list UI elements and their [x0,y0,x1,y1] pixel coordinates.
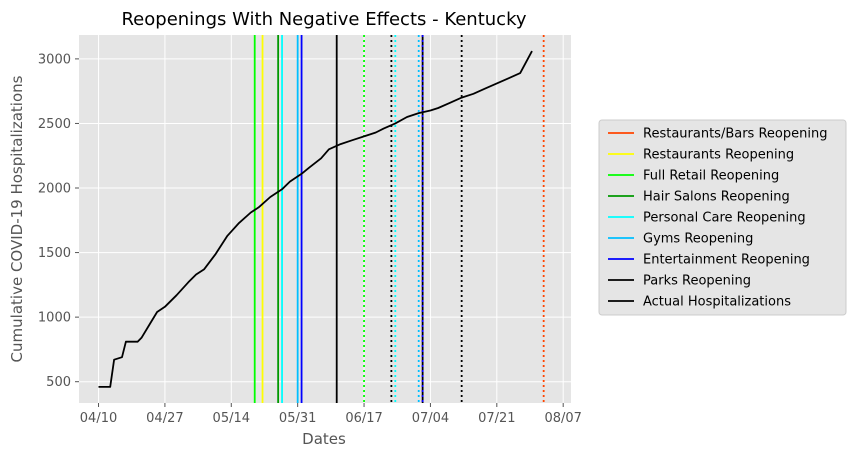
x-tick-label: 07/21 [478,411,515,426]
legend-label: Full Retail Reopening [643,169,779,184]
legend-label: Restaurants/Bars Reopening [643,127,827,142]
legend-label: Personal Care Reopening [643,211,806,226]
reopening-lines [253,35,545,403]
x-axis-label: Dates [302,430,346,448]
plot-area [79,35,571,403]
legend-box [598,119,847,316]
y-axis: 500 1000 1500 2000 2500 3000 [38,52,79,390]
legend: Restaurants/Bars Reopening Restaurants Re… [598,119,847,316]
x-tick-label: 05/14 [213,411,250,426]
legend-label: Parks Reopening [643,274,751,289]
x-tick-label: 05/31 [279,411,316,426]
y-tick-label: 3000 [38,52,71,67]
legend-label: Gyms Reopening [643,232,753,247]
chart-title: Reopenings With Negative Effects - Kentu… [121,9,526,30]
x-tick-label: 06/17 [345,411,382,426]
legend-label: Entertainment Reopening [643,253,810,268]
x-tick-label: 04/10 [80,411,117,426]
x-tick-label: 04/27 [146,411,183,426]
x-tick-label: 07/04 [412,411,449,426]
x-tick-label: 08/07 [544,411,581,426]
legend-label: Restaurants Reopening [643,148,794,163]
series-line-actual-hospitalizations [98,50,533,388]
legend-label: Hair Salons Reopening [643,190,790,205]
y-tick-label: 1500 [38,246,71,261]
series-layer [98,50,533,388]
y-tick-label: 2500 [38,117,71,132]
y-tick-label: 1000 [38,311,71,326]
grid [79,35,571,403]
legend-label: Actual Hospitalizations [643,295,791,310]
y-axis-label: Cumulative COVID-19 Hospitalizations [8,75,26,362]
y-tick-label: 2000 [38,182,71,197]
x-axis: 04/10 04/27 05/14 05/31 06/17 07/04 07/21 08/07 [80,403,582,426]
y-tick-label: 500 [46,375,71,390]
